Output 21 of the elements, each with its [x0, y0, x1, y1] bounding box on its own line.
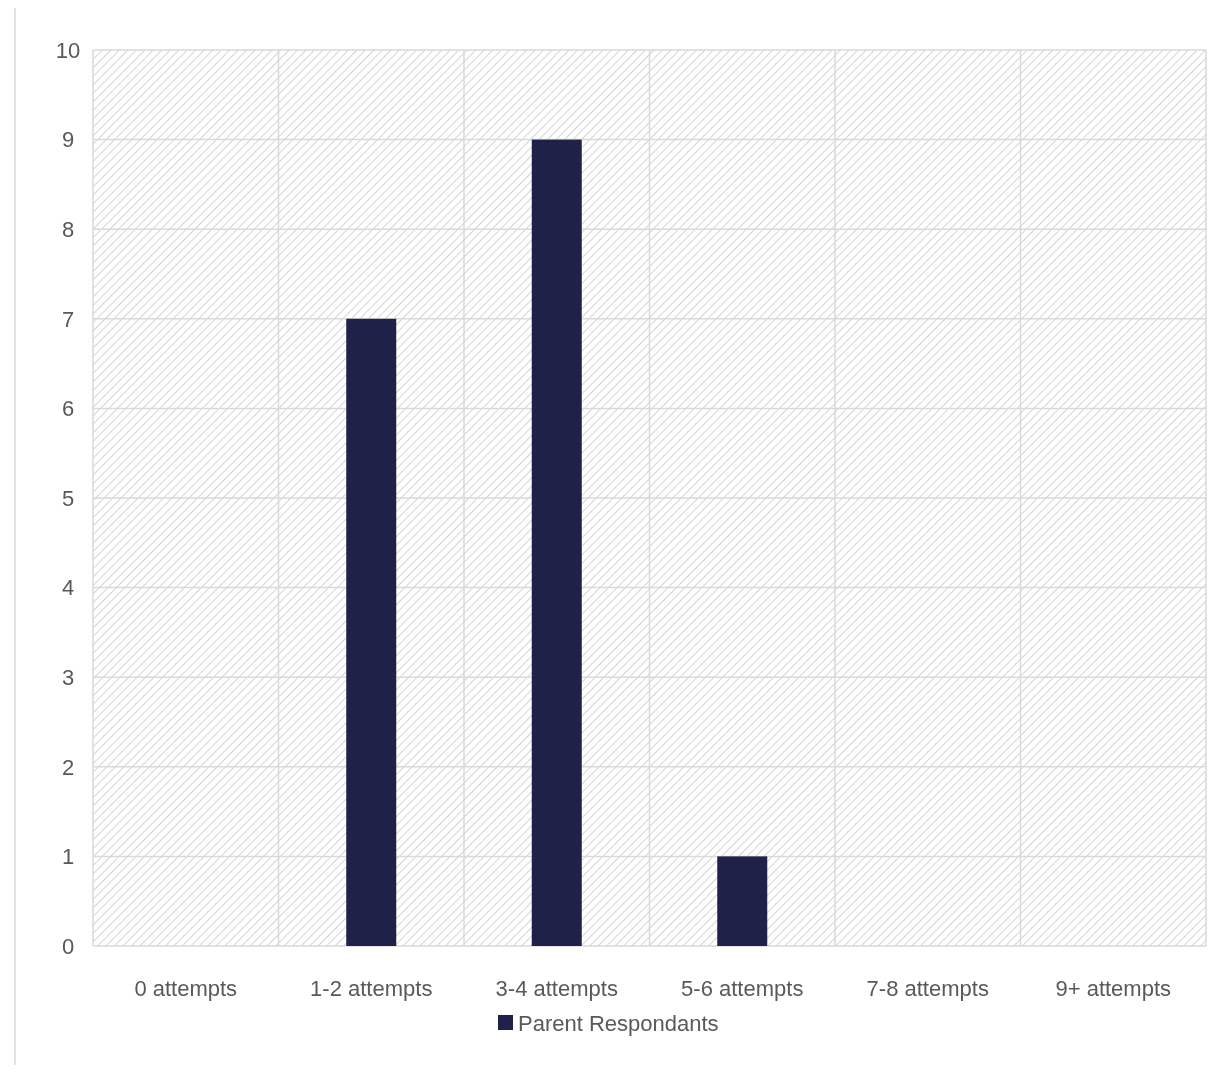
legend-label: Parent Respondants: [518, 1010, 719, 1036]
y-tick-label: 7: [61, 306, 75, 332]
bar: [717, 856, 768, 946]
x-tick-label: 5-6 attempts: [681, 976, 804, 1001]
y-tick-label: 0: [61, 933, 75, 959]
y-tick-label: 2: [61, 754, 75, 780]
y-tick-label: 6: [61, 396, 75, 422]
y-tick-label: 5: [61, 485, 75, 511]
bar: [531, 139, 582, 946]
x-tick-label: 3-4 attempts: [495, 976, 618, 1001]
x-tick-label: 0 attempts: [134, 976, 238, 1001]
x-tick-label: 1-2 attempts: [310, 976, 433, 1001]
y-tick-label: 10: [55, 37, 81, 63]
y-tick-label: 9: [61, 127, 75, 153]
bar: [346, 318, 397, 946]
x-tick-label: 9+ attempts: [1055, 976, 1172, 1001]
y-tick-label: 8: [61, 216, 75, 242]
y-tick-label: 3: [61, 664, 75, 690]
y-tick-label: 4: [61, 575, 75, 601]
x-tick-label: 7-8 attempts: [866, 976, 989, 1001]
y-tick-label: 1: [61, 844, 75, 870]
